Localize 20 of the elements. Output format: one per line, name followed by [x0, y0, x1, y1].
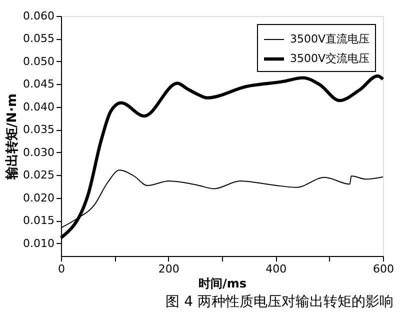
- legend-label: 3500V直流电压: [290, 32, 370, 46]
- y-tick-label: 0.020: [23, 191, 54, 204]
- y-tick-label: 0.055: [23, 32, 54, 46]
- y-tick-label: 0.035: [23, 123, 54, 136]
- x-tick-label: 0: [58, 262, 65, 276]
- x-tick-label: 400: [266, 262, 287, 276]
- y-tick-label: 0.025: [23, 168, 54, 182]
- legend-label: 3500V交流电压: [290, 52, 370, 65]
- y-tick-label: 0.045: [23, 78, 54, 91]
- x-axis-title: 时间/ms: [198, 276, 247, 290]
- y-tick-label: 0.015: [23, 214, 54, 228]
- y-axis-title: 输出转矩/N·m: [5, 93, 20, 181]
- y-tick-label: 0.060: [23, 10, 54, 22]
- x-tick-label: 200: [158, 262, 180, 276]
- y-tick-label: 0.040: [23, 100, 54, 114]
- y-tick-label: 0.050: [23, 54, 54, 68]
- x-tick-label: 600: [373, 262, 394, 276]
- caption: 图 4 两种性质电压对输出转矩的影响: [166, 294, 394, 310]
- y-tick-label: 0.030: [23, 146, 54, 159]
- y-tick-label: 0.010: [23, 236, 54, 250]
